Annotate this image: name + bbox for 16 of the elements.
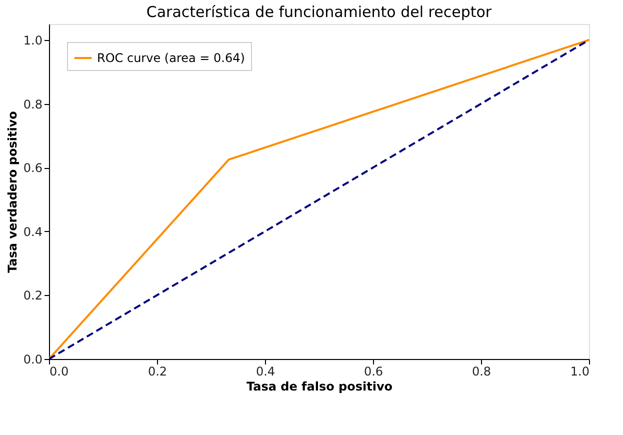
- y-tick-label: 0.0: [23, 352, 42, 366]
- y-tick-label: 1.0: [23, 33, 42, 48]
- x-tick-label: 0.8: [472, 364, 492, 378]
- y-axis-title: Tasa verdadero positivo: [5, 111, 20, 273]
- x-axis-title: Tasa de falso positivo: [246, 380, 393, 394]
- x-tick-label: 0.2: [148, 364, 168, 378]
- x-tick-label: 0.4: [256, 364, 276, 378]
- y-tick-label: 0.4: [23, 224, 42, 239]
- chart-title: Característica de funcionamiento del receptor: [146, 3, 492, 21]
- y-tick-label: 0.6: [23, 161, 42, 176]
- y-tick-label: 0.8: [23, 97, 42, 112]
- x-tick-label: 1.0: [570, 364, 590, 378]
- x-tick-label: 0.6: [364, 364, 384, 378]
- y-tick-label: 0.2: [23, 288, 42, 303]
- x-tick-label: 0.0: [50, 364, 69, 378]
- legend-label: ROC curve (area = 0.64): [97, 51, 245, 65]
